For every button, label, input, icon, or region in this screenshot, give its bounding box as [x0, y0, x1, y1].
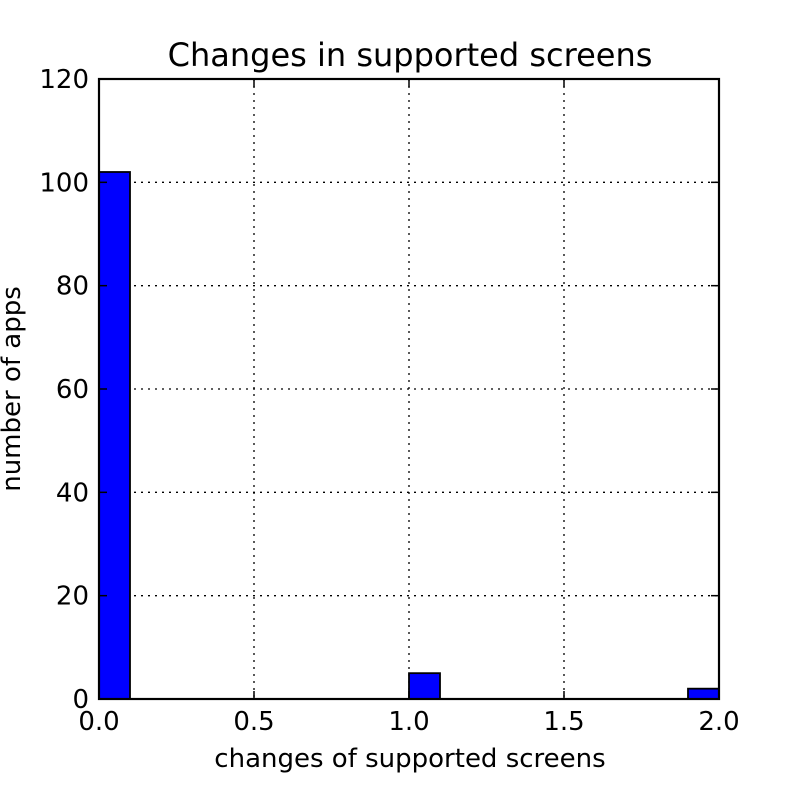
- y-axis-label: number of apps: [0, 286, 27, 492]
- y-tick-label: 0: [72, 685, 89, 715]
- x-tick-labels: 0.0 0.5 1.0 1.5 2.0: [78, 707, 739, 737]
- x-tick-label: 2.0: [698, 707, 739, 737]
- x-tick-label: 0.5: [233, 707, 274, 737]
- histogram-bar: [408, 672, 441, 700]
- histogram-bar: [687, 687, 720, 700]
- x-tick-label: 1.5: [543, 707, 584, 737]
- axis-ticks: [98, 78, 720, 700]
- y-tick-labels: 0 20 40 60 80 100 120: [39, 65, 89, 715]
- y-tick-label: 100: [39, 168, 89, 198]
- histogram-bar: [98, 171, 131, 700]
- y-tick-label: 60: [56, 375, 89, 405]
- y-tick-label: 40: [56, 478, 89, 508]
- chart-title: Changes in supported screens: [168, 36, 653, 74]
- x-tick-label: 0.0: [78, 707, 119, 737]
- y-tick-label: 80: [56, 272, 89, 302]
- x-tick-label: 1.0: [388, 707, 429, 737]
- grid-lines: [99, 79, 719, 699]
- y-tick-label: 120: [39, 65, 89, 95]
- x-axis-label: changes of supported screens: [214, 744, 605, 774]
- y-tick-label: 20: [56, 582, 89, 612]
